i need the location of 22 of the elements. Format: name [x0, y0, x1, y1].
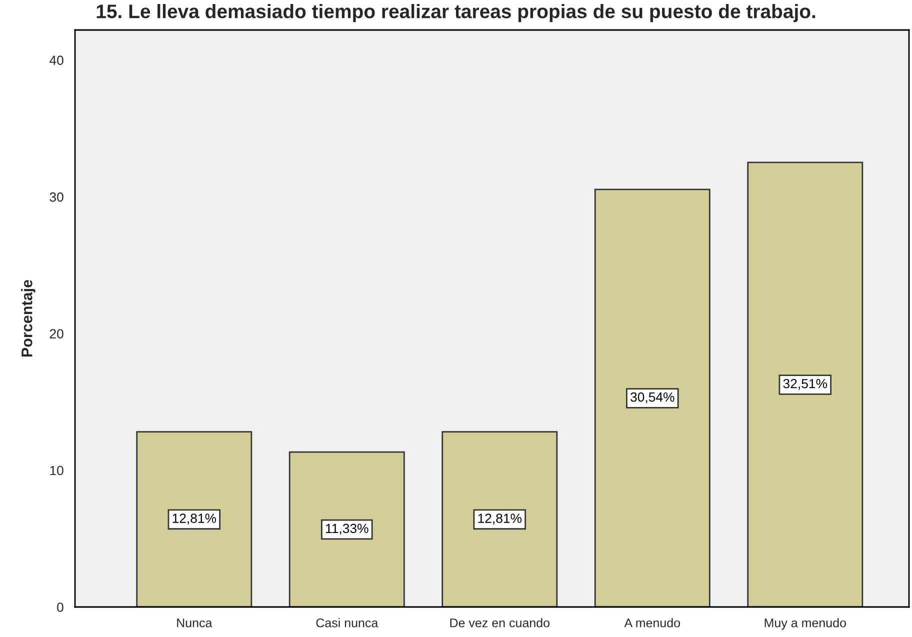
x-tick-label: A menudo [624, 618, 680, 628]
x-tick-label: Casi nunca [316, 618, 378, 628]
bar [747, 162, 864, 607]
bar [288, 451, 405, 607]
bar [442, 431, 558, 607]
chart-title: 15. Le lleva demasiado tiempo realizar tareas propias de su puesto de trabajo. [96, 4, 816, 22]
data-label: 11,33% [326, 524, 368, 535]
y-axis-title: Porcentaje [21, 280, 36, 357]
x-tick-label: Nunca [177, 618, 212, 628]
data-label: 12,81% [478, 514, 522, 525]
y-tick-label: 0 [57, 602, 64, 612]
data-label: 12,81% [172, 514, 216, 525]
data-label: 32,51% [783, 378, 828, 390]
y-tick-label: 20 [50, 329, 64, 338]
y-tick-label: 30 [50, 192, 64, 202]
data-label: 30,54% [630, 392, 674, 404]
bar [136, 431, 252, 607]
x-tick-label: Muy a menudo [764, 618, 846, 630]
bar [594, 188, 710, 607]
y-tick-label: 40 [50, 56, 64, 65]
x-tick-label: De vez en cuando [450, 618, 550, 628]
y-tick-label: 10 [50, 466, 64, 476]
